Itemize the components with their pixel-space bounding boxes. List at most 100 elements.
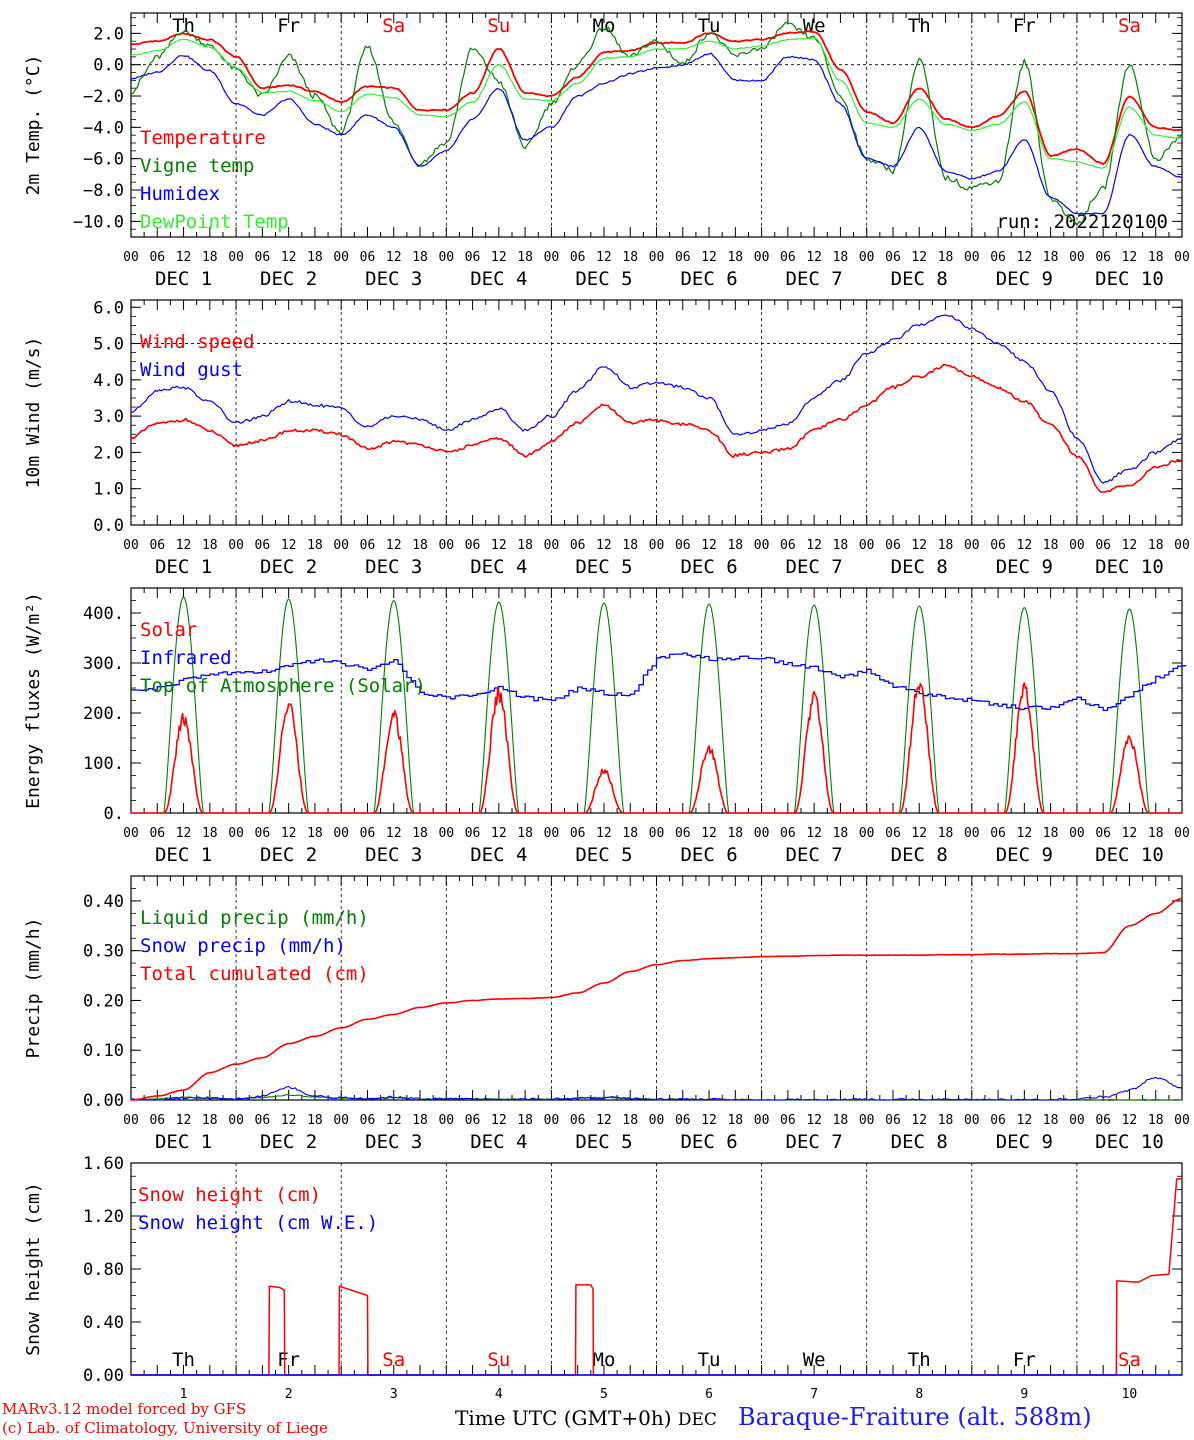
hour-tick-label: 18	[833, 1113, 849, 1128]
hour-tick-label: 18	[833, 250, 849, 265]
hour-tick-label: 00	[228, 1113, 244, 1128]
hour-tick-label: 06	[675, 250, 691, 265]
series-line-infrared	[131, 652, 1187, 712]
weekday-label: Mo	[593, 15, 616, 37]
hour-tick-label: 12	[176, 826, 192, 841]
hour-tick-label: 06	[149, 538, 165, 553]
hour-tick-label: 18	[517, 1113, 533, 1128]
hour-tick-label: 12	[1122, 538, 1138, 553]
day-label: DEC 9	[996, 844, 1053, 866]
day-number-label: 9	[1020, 1387, 1028, 1402]
y-tick-label: 200.	[83, 704, 124, 724]
hour-tick-label: 18	[202, 1113, 218, 1128]
hour-tick-label: 12	[911, 826, 927, 841]
weekday-label-bottom: Fr	[1013, 1349, 1036, 1371]
hour-tick-label: 06	[780, 826, 796, 841]
hour-tick-label: 00	[1174, 826, 1190, 841]
hour-tick-label: 00	[228, 538, 244, 553]
y-tick-label: 0.00	[83, 1091, 124, 1111]
hour-tick-label: 18	[938, 826, 954, 841]
hour-tick-label: 18	[622, 538, 638, 553]
hour-tick-label: 00	[123, 538, 139, 553]
weekday-label-bottom: Fr	[277, 1349, 300, 1371]
hour-tick-label: 06	[360, 1113, 376, 1128]
weekday-label: Sa	[1118, 15, 1141, 37]
y-tick-label: 0.0	[93, 516, 124, 536]
hour-tick-label: 12	[281, 1113, 297, 1128]
weekday-label-bottom: Sa	[1118, 1349, 1141, 1371]
day-label: DEC 3	[365, 556, 422, 578]
hour-tick-label: 06	[885, 1113, 901, 1128]
hour-tick-label: 00	[544, 1113, 560, 1128]
legend-entry: Infrared	[140, 647, 232, 669]
day-label: DEC 3	[365, 844, 422, 866]
hour-tick-label: 18	[938, 538, 954, 553]
y-tick-label: 0.10	[83, 1041, 124, 1061]
day-label: DEC 7	[786, 1131, 843, 1153]
hour-tick-label: 06	[570, 538, 586, 553]
hour-tick-label: 00	[1069, 538, 1085, 553]
weekday-label-bottom: Th	[172, 1349, 195, 1371]
weekday-label: Th	[172, 15, 195, 37]
hour-tick-label: 00	[1069, 1113, 1085, 1128]
day-label: DEC 8	[891, 1131, 948, 1153]
hour-tick-label: 06	[570, 250, 586, 265]
station-title: Baraque-Fraiture (alt. 588m)	[738, 1403, 1092, 1431]
hour-tick-label: 18	[727, 538, 743, 553]
day-label: DEC 1	[155, 1131, 212, 1153]
hour-tick-label: 18	[412, 826, 428, 841]
hour-tick-label: 12	[596, 1113, 612, 1128]
time-axis-label: Time UTC (GMT+0h) DEC	[455, 1406, 717, 1430]
series-line-vigne-temp	[130, 21, 1183, 226]
day-label: DEC 9	[996, 268, 1053, 290]
hour-tick-label: 00	[1069, 250, 1085, 265]
day-number-label: 8	[915, 1387, 923, 1402]
day-label: DEC 9	[996, 1131, 1053, 1153]
day-label: DEC 9	[996, 556, 1053, 578]
hour-tick-label: 12	[386, 538, 402, 553]
hour-tick-label: 00	[544, 538, 560, 553]
y-tick-label: 1.60	[83, 1154, 124, 1174]
hour-tick-label: 06	[149, 1113, 165, 1128]
day-label: DEC 7	[786, 268, 843, 290]
hour-tick-label: 18	[622, 826, 638, 841]
hour-tick-label: 12	[1017, 538, 1033, 553]
hour-tick-label: 00	[859, 538, 875, 553]
model-credit: MARv3.12 model forced by GFS	[2, 1400, 247, 1418]
hour-tick-label: 18	[727, 250, 743, 265]
hour-tick-label: 12	[491, 826, 507, 841]
hour-tick-label: 06	[255, 1113, 271, 1128]
day-label: DEC 1	[155, 844, 212, 866]
hour-tick-label: 18	[727, 1113, 743, 1128]
hour-tick-label: 18	[412, 250, 428, 265]
hour-tick-label: 06	[675, 1113, 691, 1128]
day-number-label: 5	[600, 1387, 608, 1402]
hour-tick-label: 00	[754, 250, 770, 265]
hour-tick-label: 12	[701, 250, 717, 265]
day-label: DEC 3	[365, 1131, 422, 1153]
hour-tick-label: 18	[622, 1113, 638, 1128]
lab-credit: (c) Lab. of Climatology, University of L…	[2, 1419, 328, 1437]
hour-tick-label: 06	[1095, 538, 1111, 553]
y-tick-label: 0.	[104, 804, 124, 824]
hour-tick-label: 00	[649, 826, 665, 841]
dec-label: DEC	[677, 1410, 717, 1430]
hour-tick-label: 00	[544, 250, 560, 265]
hour-tick-label: 00	[333, 826, 349, 841]
panel-frame-1	[130, 12, 1183, 238]
day-label: DEC 2	[260, 1131, 317, 1153]
day-label: DEC 2	[260, 268, 317, 290]
hour-tick-label: 18	[202, 250, 218, 265]
weekday-label: Fr	[1013, 15, 1036, 37]
hour-tick-label: 06	[360, 250, 376, 265]
day-label: DEC 8	[891, 844, 948, 866]
hour-tick-label: 18	[307, 538, 323, 553]
hour-tick-label: 12	[176, 538, 192, 553]
hour-tick-label: 00	[964, 1113, 980, 1128]
y-tick-label: 0.0	[93, 56, 124, 76]
legend-entry: Snow height (cm W.E.)	[138, 1212, 378, 1234]
series-line-snow-height-cm	[131, 1178, 1182, 1376]
legend-entry: Snow height (cm)	[138, 1184, 321, 1206]
hour-tick-label: 00	[964, 826, 980, 841]
hour-tick-label: 12	[281, 826, 297, 841]
